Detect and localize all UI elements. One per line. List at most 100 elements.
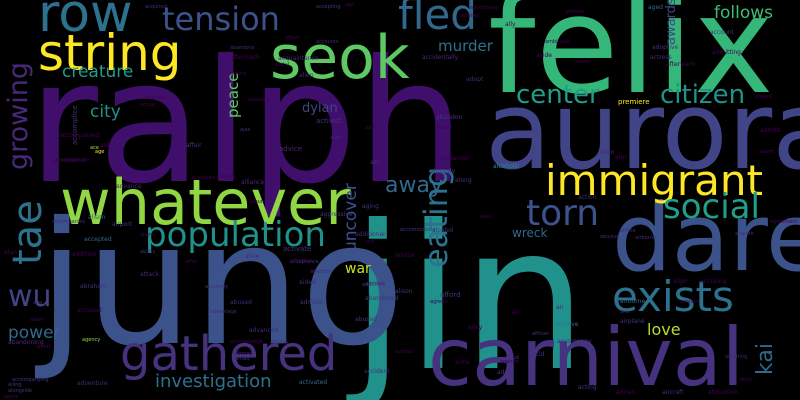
word-social: social: [663, 187, 760, 227]
word-alarm: alarm: [760, 149, 775, 155]
word-aftermath: aftermath: [230, 54, 260, 61]
word-actor: actor: [330, 135, 343, 141]
word-seok: seok: [270, 23, 410, 93]
word-murder: murder: [438, 37, 493, 55]
word-ace: ace: [90, 145, 99, 151]
word-abby: abby: [740, 377, 753, 383]
word-acquired: acquired: [145, 4, 167, 10]
word-abroad: abroad: [235, 351, 253, 357]
word-african: african: [532, 331, 550, 337]
word-acceptance: acceptance: [290, 259, 319, 265]
word-row: row: [38, 0, 133, 44]
word-actress: actress: [650, 54, 672, 61]
word-aliens: aliens: [140, 232, 155, 238]
word-acknowledge: acknowledge: [230, 339, 263, 345]
word-premiere: premiere: [618, 98, 650, 106]
word-abandoning: abandoning: [8, 339, 44, 346]
word-ajax: ajax: [240, 127, 251, 133]
word-agreement: agreement: [770, 219, 798, 225]
word-agenda: agenda: [500, 359, 519, 365]
word-accused: accused: [77, 307, 102, 314]
word-jin: jin: [350, 183, 588, 400]
word-afterward: afterward: [666, 61, 695, 68]
word-dare: dare: [612, 184, 800, 293]
word-albert: albert: [36, 344, 51, 350]
word-aside: aside: [536, 52, 552, 59]
word-advertising: advertising: [470, 5, 499, 11]
word-accomplice: accomplice: [71, 105, 79, 145]
word-exists: exists: [612, 272, 734, 321]
word-airborne2: airborne: [635, 235, 656, 241]
word-acquaintance: acquaintance: [278, 55, 319, 62]
word-affect: affect: [285, 35, 300, 41]
word-act: act: [370, 159, 380, 166]
word-accusing: accusing: [700, 278, 727, 285]
word-abused: abused: [355, 316, 377, 323]
word-accompanies: accompanies: [56, 157, 89, 163]
word-advanced: advanced: [249, 327, 279, 334]
word-accommodate: accommodate: [400, 227, 436, 233]
word-adult: adult: [365, 125, 378, 131]
word-wu: wu: [8, 279, 52, 314]
word-awards: awards: [664, 0, 679, 45]
word-war: war: [345, 261, 371, 277]
word-adrian: adrian: [616, 389, 636, 396]
word-abuse: abuse: [270, 339, 289, 346]
word-accompany2: accompanies: [52, 219, 85, 225]
word-ally: ally: [505, 21, 516, 28]
word-aisle: aisle: [480, 214, 492, 220]
word-whatever: whatever: [60, 166, 351, 239]
word-acid: acid: [532, 351, 545, 358]
word-affair2: affair: [185, 259, 199, 265]
word-abandons: abandons: [230, 45, 255, 51]
word-airborne: airborne: [620, 298, 646, 305]
word-abused2: abused: [230, 299, 252, 306]
word-wreck: wreck: [512, 226, 548, 240]
word-abandon: abandon: [436, 114, 463, 121]
word-achieve2: achieve: [680, 299, 700, 305]
word-aging: aging: [362, 203, 379, 210]
word-abdul: abdul: [275, 62, 289, 68]
word-affection2: affection: [310, 269, 332, 275]
word-activated: activated: [299, 379, 328, 386]
word-alley: alley: [468, 324, 483, 331]
word-action: action: [578, 194, 597, 201]
word-accepted: accepted: [84, 236, 112, 243]
word-agreed: agreed: [430, 299, 448, 305]
word-actress2: actress: [395, 349, 414, 355]
word-aggressive: aggressive: [320, 211, 353, 218]
word-attend: attend: [230, 71, 247, 77]
word-adoptive: adoptive: [652, 44, 679, 51]
word-abraham: abraham: [80, 283, 107, 290]
word-airs: airs: [620, 309, 630, 315]
word-admitting: admitting: [712, 49, 741, 56]
word-album: album: [250, 199, 266, 205]
word-advantage: advantage: [210, 309, 237, 315]
word-ahead: ahead: [436, 125, 452, 131]
word-admits: admits: [760, 127, 781, 134]
word-abbey: abbey: [217, 173, 236, 180]
word-acquitted: acquitted: [191, 175, 215, 181]
word-advise: advise: [395, 252, 415, 259]
word-love: love: [647, 320, 681, 339]
word-abusive: abusive: [600, 234, 620, 240]
word-alison2: alison: [395, 288, 413, 295]
word-alien2: alien: [600, 149, 615, 156]
word-affair: affair: [186, 142, 202, 149]
word-alan: alan: [4, 249, 17, 256]
word-kai: kai: [753, 343, 778, 375]
word-airport: airport: [112, 221, 133, 228]
word-aged: aged: [648, 4, 663, 11]
word-accepting: accepting: [316, 4, 341, 10]
word-citizen: citizen: [660, 80, 746, 110]
word-activist: activist: [316, 117, 342, 125]
word-alongside: alongside: [8, 388, 33, 394]
word-abilities2: abilities: [565, 9, 585, 15]
word-accomplished: accomplished: [52, 158, 87, 164]
word-population: population: [145, 215, 326, 255]
word-abilities: abilities: [460, 13, 480, 19]
word-alive: alive: [245, 253, 260, 260]
word-power: power: [8, 323, 61, 343]
word-aided2: aided: [575, 59, 589, 65]
word-ambitious: ambitious: [545, 39, 570, 45]
